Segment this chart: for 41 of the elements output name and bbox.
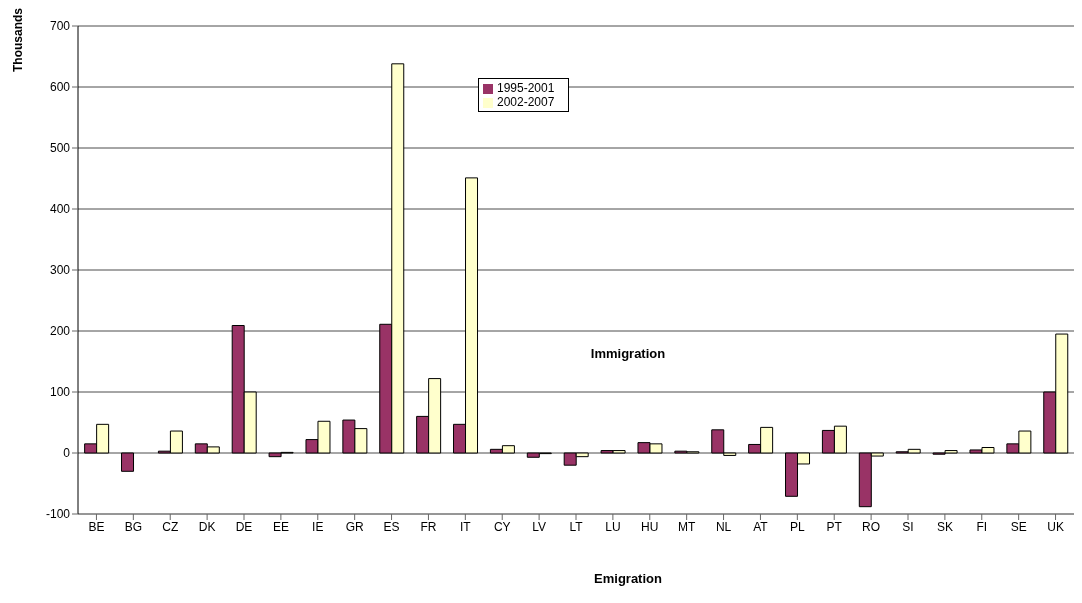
x-tick-label: DK [198,519,216,534]
y-tick-label: 200 [49,324,71,339]
y-axis-title: Thousands [11,7,26,73]
x-tick-label: CZ [162,519,179,534]
text: Emigration [594,571,662,586]
y-tick-label: 700 [49,19,71,34]
y-tick-label: 400 [49,202,71,217]
x-tick-label: CY [493,519,511,534]
legend-label: 2002-2007 [497,95,555,109]
x-tick-label: NL [715,519,732,534]
x-tick-label: IE [312,519,324,534]
x-tick-label: SI [902,519,914,534]
x-tick-label: MT [678,519,696,534]
y-tick-label: 600 [49,80,71,95]
y-tick-label: 100 [49,385,71,400]
y-tick-label: 300 [49,263,71,278]
legend-label: 1995-2001 [497,81,555,95]
annotation: Immigration [590,346,666,361]
x-tick-label: IT [460,519,472,534]
x-tick-label: ES [383,519,400,534]
x-tick-label: FI [976,519,988,534]
x-tick-label: PT [826,519,843,534]
x-tick-label: DE [235,519,253,534]
x-tick-label: HU [641,519,659,534]
y-tick-label: 0 [63,446,71,461]
x-tick-label: AT [753,519,769,534]
x-tick-label: BG [124,519,143,534]
x-tick-label: EE [272,519,289,534]
x-tick-label: GR [345,519,364,534]
x-tick-label: LV [532,519,547,534]
x-tick-label: LT [569,519,584,534]
x-tick-label: FR [420,519,437,534]
x-tick-label: BE [88,519,105,534]
x-tick-label: SE [1010,519,1027,534]
y-tick-label: -100 [45,507,71,522]
x-tick-label: RO [862,519,881,534]
x-tick-label: PL [789,519,805,534]
x-tick-label: LU [605,519,621,534]
x-tick-label: UK [1047,519,1064,534]
y-tick-label: 500 [49,141,71,156]
x-tick-label: SK [936,519,953,534]
